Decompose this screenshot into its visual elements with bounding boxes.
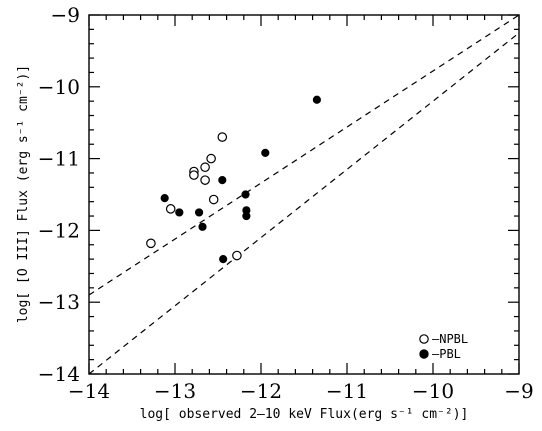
pbl-point xyxy=(194,208,204,217)
y-tick-label: −13 xyxy=(38,290,80,314)
x-tick-label: −13 xyxy=(154,379,196,403)
y-tick-label: −12 xyxy=(38,218,80,242)
tick-labels: −14 −13 −12 −11 −10 −9 −14 −13 −12 −11 −10 −9 xyxy=(38,3,534,403)
npbl-point xyxy=(165,204,176,214)
legend-marker-open-circle xyxy=(419,334,429,344)
npbl-point xyxy=(189,170,199,180)
npbl-point xyxy=(200,162,210,173)
plot-frame xyxy=(88,14,520,375)
npbl-point xyxy=(208,194,219,205)
npbl-point xyxy=(146,238,156,249)
dashed-reference-line-2 xyxy=(88,32,520,375)
pbl-point xyxy=(218,176,227,185)
y-tick-label: −10 xyxy=(38,75,80,99)
pbl-point xyxy=(198,222,207,231)
reference-lines xyxy=(88,14,520,375)
dashed-reference-line-1 xyxy=(88,14,520,296)
pbl-point xyxy=(219,255,228,264)
y-tick-label: −14 xyxy=(38,362,80,386)
y-axis-label: log[ [O III] Flux (erg s⁻¹ cm⁻²)] xyxy=(16,65,31,323)
axis-ticks xyxy=(88,14,520,375)
pbl-point xyxy=(242,211,251,221)
npbl-point xyxy=(232,250,242,261)
x-tick-label: −11 xyxy=(326,379,368,403)
y-tick-label: −11 xyxy=(38,147,80,171)
pbl-point xyxy=(312,95,321,104)
pbl-point xyxy=(241,190,250,199)
x-tick-label: −9 xyxy=(504,379,533,403)
x-tick-label: −14 xyxy=(68,379,110,403)
legend-marker-filled-circle xyxy=(419,349,429,359)
pbl-point xyxy=(160,193,169,203)
y-tick-label: −9 xyxy=(51,3,80,27)
legend-label-npbl: –NPBL xyxy=(432,332,468,346)
legend: –NPBL –PBL xyxy=(419,332,468,361)
data-points xyxy=(146,95,321,264)
x-tick-label: −10 xyxy=(412,379,454,403)
npbl-point xyxy=(200,175,210,185)
pbl-point xyxy=(175,208,184,217)
npbl-point xyxy=(217,132,228,142)
pbl-point xyxy=(261,148,270,157)
legend-item-npbl: –NPBL xyxy=(419,332,468,346)
npbl-point xyxy=(206,153,216,164)
x-axis-label: log[ observed 2–10 keV Flux(erg s⁻¹ cm⁻²… xyxy=(140,407,469,422)
legend-label-pbl: –PBL xyxy=(432,347,461,361)
legend-item-pbl: –PBL xyxy=(419,347,461,361)
x-tick-label: −12 xyxy=(240,379,282,403)
